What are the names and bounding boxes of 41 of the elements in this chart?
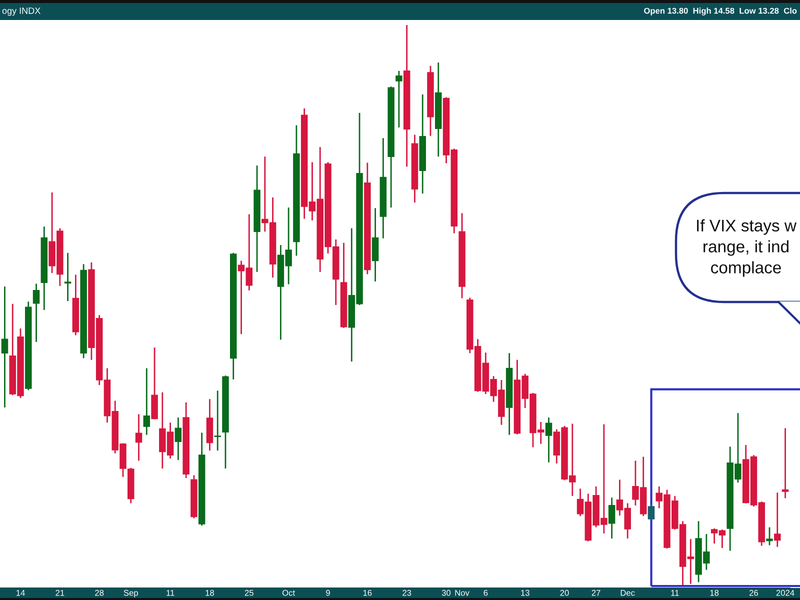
x-tick-label: 26 [750,590,758,596]
candlestick [214,390,221,452]
candlestick [32,283,40,343]
candlestick [135,413,142,462]
x-tick-label: 11 [671,590,679,596]
candlestick [151,346,158,420]
candlestick [1,286,8,408]
candlestick [143,368,150,436]
x-tick-label: 18 [206,590,214,596]
x-tick-label: 6 [484,590,488,596]
candlestick [174,416,182,461]
x-tick-label: 13 [521,590,530,596]
candlestick [64,252,72,302]
candlestick [545,416,552,464]
x-tick-label: 16 [363,590,372,596]
x-tick-label: Oct [282,590,295,596]
chart-title: ogy INDX [2,8,40,16]
x-tick-label: 23 [402,590,412,596]
x-tick-label: 27 [592,590,600,596]
x-tick-label: Nov [455,590,470,596]
x-tick-label: 11 [166,590,174,596]
candlestick [774,492,781,548]
candlestick [648,503,655,521]
candlestick [782,427,789,499]
annotation: If VIX stays w range, it ind complace [697,219,797,277]
candlestick [608,496,616,540]
text: Open 13.80 High 14.58 Low 13.28 Clo [644,8,797,16]
x-tick-label: 30 [442,590,451,596]
x-tick-label: 9 [326,590,330,596]
x-tick-label: 14 [16,590,25,596]
x-tick-label: Sep [124,590,138,598]
x-tick-label: 28 [95,590,104,596]
candlestick [396,70,402,128]
x-tick-label: 2024 [776,590,794,596]
x-tick-label: 21 [56,590,64,596]
candlestick [372,207,379,282]
candlestick [766,526,773,546]
x-tick-label: 25 [244,590,254,596]
x-tick-label: 20 [560,590,569,596]
x-tick-label: 18 [710,590,719,596]
x-tick-label: Dec [620,590,635,596]
